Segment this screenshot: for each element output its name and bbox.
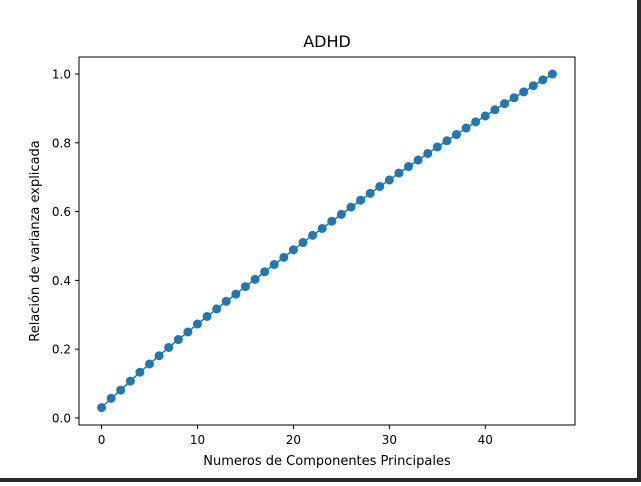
data-point [442,136,452,146]
data-point [192,319,202,329]
data-point [375,181,385,191]
plot-area [97,69,557,413]
data-point [509,93,519,103]
data-point [384,175,394,185]
x-tick-label: 20 [286,433,301,447]
data-point [547,69,557,79]
data-point [125,376,135,386]
chart-title: ADHD [303,32,351,51]
data-point [106,393,116,403]
y-axis: 0.0 0.2 0.4 0.6 0.8 1.0 [52,68,79,425]
data-point [317,223,327,233]
x-tick-label: 40 [478,433,493,447]
data-point [183,327,193,337]
data-point [499,99,509,109]
data-point [461,123,471,133]
data-point [145,359,155,369]
x-tick-label: 10 [190,433,205,447]
y-tick-label: 0.0 [52,411,71,425]
data-point [116,385,126,395]
data-point [231,289,241,299]
y-tick-label: 1.0 [52,68,71,82]
data-point [538,75,548,85]
data-point [327,216,337,226]
data-point [164,342,174,352]
x-tick-label: 0 [98,433,106,447]
window-edge-right [637,0,641,482]
data-point [260,267,270,277]
window-edge-bottom [0,478,641,482]
data-point [423,148,433,158]
data-point [404,162,414,172]
data-point [240,282,250,292]
data-point [288,245,298,255]
data-point [97,403,107,413]
x-tick-label: 30 [382,433,397,447]
data-point [250,274,260,284]
y-tick-label: 0.2 [52,343,71,357]
data-point [365,188,375,198]
series-line [101,73,553,409]
y-tick-label: 0.6 [52,205,71,219]
data-point [471,117,481,127]
data-point [490,105,500,115]
data-point [528,81,538,91]
data-point [173,335,183,345]
data-point [432,142,442,152]
data-point [221,296,231,306]
data-point [279,252,289,262]
data-point [308,230,318,240]
y-axis-label: Relación de varianza explicada [28,140,43,342]
x-axis-label: Numeros de Componentes Principales [203,454,451,469]
data-point [356,195,366,205]
data-point [269,260,279,270]
data-point [480,111,490,121]
plot-frame [78,56,576,426]
data-point [452,130,462,140]
y-tick-label: 0.8 [52,136,71,150]
data-point [394,168,404,178]
data-point [298,238,308,248]
y-tick-label: 0.4 [52,274,71,288]
data-point [202,311,212,321]
data-point [413,155,423,165]
data-point [154,351,164,361]
data-point [135,367,145,377]
data-point [346,202,356,212]
data-point [336,209,346,219]
data-point [212,304,222,314]
data-point [519,87,529,97]
x-axis: 0 10 20 30 40 [98,425,493,447]
